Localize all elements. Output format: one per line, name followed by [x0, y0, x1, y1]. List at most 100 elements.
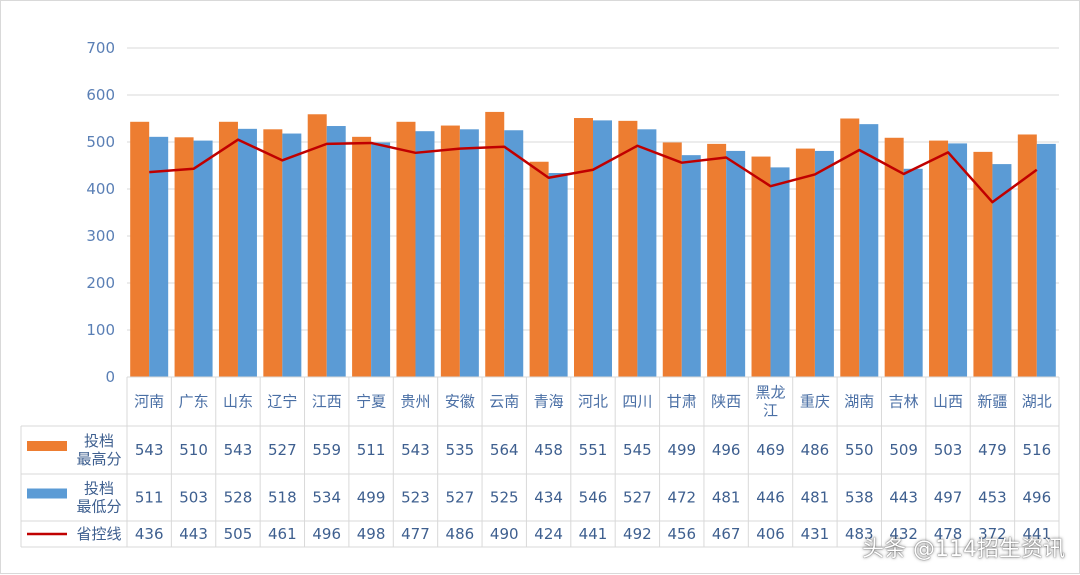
bar-lowest: [593, 120, 612, 377]
table-cell-control: 496: [312, 525, 341, 543]
bar-highest: [574, 118, 593, 377]
category-label: 湖北: [1022, 393, 1052, 411]
control-line-series: [149, 138, 1038, 204]
y-tick-label: 400: [86, 180, 115, 198]
table-cell-control: 441: [1022, 525, 1051, 543]
category-label: 山西: [933, 393, 963, 411]
table-cell-lowest: 481: [712, 489, 741, 507]
bar-highest: [352, 136, 372, 377]
bar-lowest: [948, 143, 968, 377]
y-tick-label: 0: [105, 368, 115, 386]
table-cell-control: 478: [934, 525, 963, 543]
table-cell-highest: 510: [179, 441, 208, 459]
bar-highest: [485, 111, 505, 378]
bar-highest: [396, 121, 416, 377]
category-label: 黑龙: [756, 384, 786, 402]
category-label: 河北: [578, 393, 608, 411]
table-cell-lowest: 546: [579, 489, 608, 507]
table-cell-control: 505: [224, 525, 253, 543]
bar-lowest: [1036, 143, 1056, 377]
bar-lowest: [903, 168, 923, 377]
y-tick-label: 700: [86, 39, 115, 57]
table-cell-lowest: 453: [978, 489, 1007, 507]
category-label: 青海: [534, 393, 564, 411]
legend-label-highest: 最高分: [76, 450, 121, 468]
legend-key-lowest: [27, 488, 67, 499]
y-tick-label: 500: [86, 133, 115, 151]
table-cell-control: 461: [268, 525, 297, 543]
category-label: 安徽: [445, 393, 475, 411]
table-cell-control: 490: [490, 525, 519, 543]
category-label: 河南: [134, 393, 164, 411]
table-cell-highest: 511: [357, 441, 386, 459]
table-cell-highest: 516: [1022, 441, 1051, 459]
table-cell-control: 406: [756, 525, 785, 543]
legend-label-highest: 投档: [84, 432, 114, 450]
y-tick-label: 200: [86, 274, 115, 292]
table-cell-highest: 458: [534, 441, 563, 459]
table-cell-highest: 496: [712, 441, 741, 459]
bar-lowest: [770, 167, 790, 377]
table-cell-control: 477: [401, 525, 430, 543]
table-cell-control: 492: [623, 525, 652, 543]
bar-lowest: [282, 133, 302, 377]
table-cell-control: 441: [579, 525, 608, 543]
category-label: 云南: [489, 393, 519, 411]
bar-highest: [973, 151, 993, 377]
bar-highest: [751, 156, 771, 377]
table-cell-control: 436: [135, 525, 164, 543]
table-cell-control: 424: [534, 525, 563, 543]
watermark: 头条 @114招生资讯: [862, 537, 1065, 562]
legend-label-control: 省控线: [76, 525, 121, 543]
category-label: 四川: [622, 393, 652, 411]
bar-highest: [130, 121, 150, 377]
table-cell-lowest: 446: [756, 489, 785, 507]
category-label: 江: [763, 402, 778, 420]
bar-lowest: [637, 129, 657, 377]
table-cell-highest: 479: [978, 441, 1007, 459]
table-cell-highest: 499: [667, 441, 696, 459]
bar-highest: [218, 121, 238, 377]
category-label: 新疆: [977, 393, 1007, 411]
legend-key-highest: [27, 441, 67, 451]
bar-lowest: [726, 150, 746, 377]
bar-lowest: [859, 124, 879, 377]
table-cell-highest: 486: [801, 441, 830, 459]
table-cell-highest: 551: [579, 441, 608, 459]
legend-label-lowest: 投档: [84, 480, 114, 498]
category-label: 重庆: [800, 393, 830, 411]
category-label: 广东: [179, 393, 209, 411]
category-label: 甘肃: [667, 393, 697, 411]
table-cell-highest: 527: [268, 441, 297, 459]
bar-lowest: [548, 173, 568, 377]
table-cell-lowest: 472: [667, 489, 696, 507]
table-cell-lowest: 443: [889, 489, 918, 507]
category-label: 陕西: [711, 393, 741, 411]
y-tick-label: 600: [86, 86, 115, 104]
table-cell-control: 431: [801, 525, 830, 543]
bar-highest: [795, 148, 815, 377]
y-tick-label: 300: [86, 227, 115, 245]
bar-highest: [618, 120, 638, 377]
table-cell-control: 467: [712, 525, 741, 543]
table-cell-control: 443: [179, 525, 208, 543]
table-cell-control: 372: [978, 525, 1007, 543]
bar-highest: [662, 142, 682, 377]
line-control: [149, 138, 1038, 204]
table-cell-highest: 550: [845, 441, 874, 459]
bar-highest: [884, 137, 904, 377]
bar-lowest: [681, 155, 701, 377]
bar-highest: [307, 114, 327, 378]
table-cell-control: 498: [357, 525, 386, 543]
table-cell-lowest: 511: [135, 489, 164, 507]
table-cell-lowest: 518: [268, 489, 297, 507]
bar-highest: [1017, 134, 1037, 377]
table-cell-control: 432: [889, 525, 918, 543]
bar-highest: [440, 125, 460, 377]
table-cell-lowest: 503: [179, 489, 208, 507]
bar-highest: [929, 140, 949, 377]
table-cell-highest: 543: [135, 441, 164, 459]
table-cell-control: 456: [667, 525, 696, 543]
category-label: 湖南: [844, 393, 874, 411]
